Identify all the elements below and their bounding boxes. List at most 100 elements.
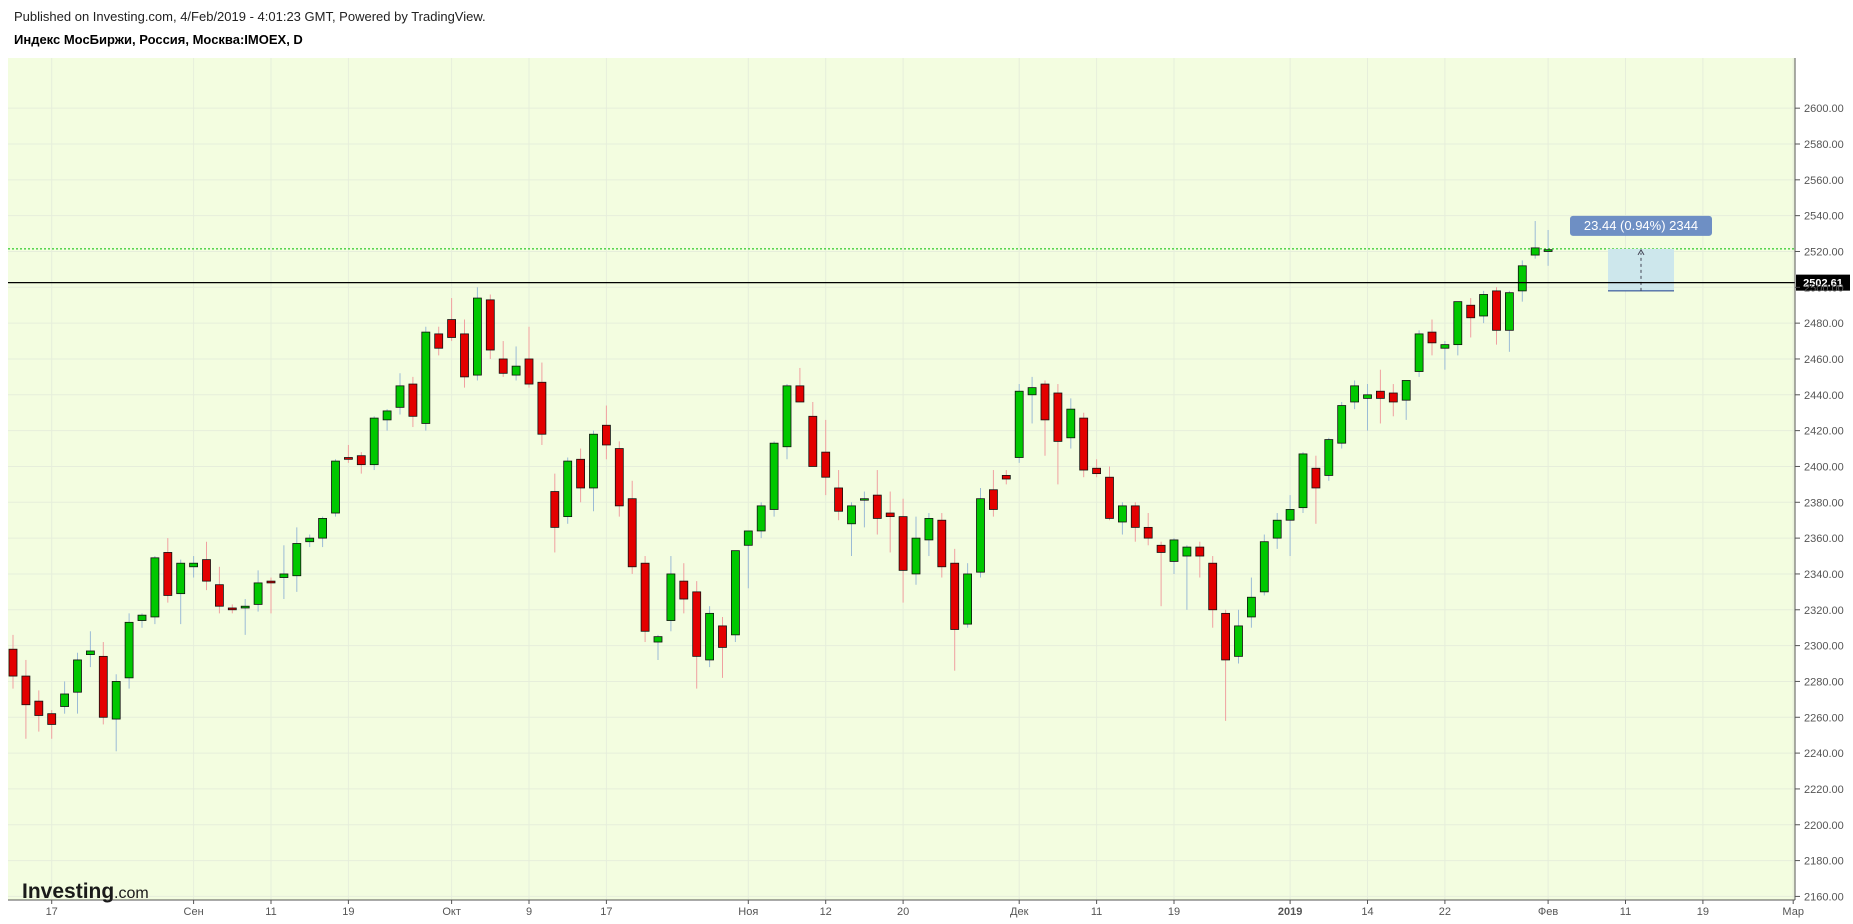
price-tick-label: 2480.00 (1804, 318, 1844, 330)
candle-down (614, 441, 624, 517)
candle-up (963, 563, 972, 628)
candle-up (563, 457, 573, 524)
time-tick-label: 11 (1620, 906, 1631, 918)
candle-body (227, 607, 237, 611)
candle-body (1388, 392, 1398, 403)
candle-body (963, 573, 972, 625)
candle-body (795, 385, 805, 403)
candle-body (369, 417, 379, 466)
candle-down (1079, 412, 1089, 478)
time-axis[interactable]: 17 Сен 11 19 Окт 9 17 Ноя 12 20 Дек 11 19 2019 14 22 Фев… (8, 899, 1804, 918)
price-tick-label: 2360.00 (1804, 533, 1844, 545)
candle-body (718, 625, 727, 648)
measure-label: 23.44 (0.94%) 2344 (1584, 218, 1698, 233)
candle-body (834, 487, 843, 512)
price-tick-label: 2500.00 (1804, 282, 1844, 294)
candle-down (627, 480, 637, 574)
candle-down (1105, 466, 1114, 521)
candle-down (937, 513, 947, 578)
candle-body (111, 681, 121, 720)
candle-body (614, 448, 624, 507)
candle-down (821, 419, 831, 496)
candle-body (666, 573, 676, 621)
candle-down (1376, 369, 1385, 424)
candle-up (1517, 260, 1527, 302)
time-tick-label: Окт (442, 906, 461, 918)
price-axis[interactable]: 2160.00 2180.00 2200.00 2220.00 2240.00 2260.… (1794, 58, 1844, 903)
candle-down (692, 581, 702, 689)
candle-body (124, 621, 134, 679)
candle-body (1363, 394, 1372, 399)
candle-up (1259, 534, 1269, 596)
candle-down (1388, 384, 1398, 417)
candle-up (189, 556, 199, 578)
candle-body (331, 460, 340, 514)
candle-down (576, 448, 585, 503)
price-tick-label: 2260.00 (1804, 712, 1844, 724)
candle-body (1027, 387, 1037, 396)
candle-body (950, 562, 960, 630)
candle-body (731, 550, 740, 636)
candle-down (343, 444, 353, 463)
candle-body (1143, 526, 1153, 539)
candle-down (1156, 541, 1166, 607)
candle-up (331, 459, 340, 517)
candle-up (911, 516, 921, 585)
candle-body (589, 433, 598, 489)
candle-body (1285, 509, 1295, 521)
candle-body (98, 655, 108, 718)
candle-body (692, 591, 702, 657)
price-tick-label: 2200.00 (1804, 820, 1844, 832)
candle-body (911, 537, 921, 575)
candle-body (653, 636, 663, 643)
time-tick-label: Фев (1538, 906, 1558, 918)
candle-body (1247, 596, 1256, 618)
candle-up (756, 502, 766, 539)
price-tick-label: 2220.00 (1804, 784, 1844, 796)
candle-up (1453, 301, 1463, 356)
candle-body (1195, 546, 1205, 557)
candle-body (640, 562, 650, 632)
candle-up (731, 550, 740, 643)
logo-suffix: .com (114, 885, 149, 902)
candle-body (176, 562, 186, 595)
candle-body (1105, 476, 1114, 519)
candle-body (898, 516, 908, 571)
candle-body (8, 648, 18, 677)
candle-body (627, 498, 637, 568)
price-tick-label: 2160.00 (1804, 891, 1844, 903)
price-tick-label: 2440.00 (1804, 390, 1844, 402)
candle-down (1092, 459, 1101, 478)
candle-up (1298, 452, 1308, 514)
candle-up (1363, 384, 1372, 431)
candle-body (408, 383, 418, 417)
candle-body (343, 457, 353, 460)
candle-body (266, 580, 276, 584)
candle-body (21, 675, 31, 706)
time-tick-label: 9 (526, 906, 532, 918)
time-tick-label: 11 (1091, 906, 1102, 918)
candle-body (1221, 612, 1230, 661)
candle-down (214, 566, 224, 614)
candle-up (782, 384, 792, 460)
candle-up (73, 652, 82, 714)
candle-up (1285, 495, 1295, 557)
time-tick-label: 2019 (1278, 906, 1302, 918)
candle-up (1014, 384, 1024, 463)
candle-up (847, 502, 856, 557)
candle-body (1040, 383, 1050, 421)
candle-body (924, 518, 934, 541)
plot-area (8, 58, 1795, 900)
time-tick-label: 19 (1697, 906, 1709, 918)
candle-up (1505, 290, 1514, 352)
candle-up (253, 570, 263, 612)
candle-up (305, 534, 315, 548)
last-price-label: 2502.61 (1803, 278, 1843, 290)
candle-down (1492, 287, 1501, 345)
candle-body (460, 333, 469, 378)
candle-down (21, 659, 31, 739)
price-tick-label: 2380.00 (1804, 497, 1844, 509)
candle-body (576, 458, 585, 489)
price-tick-label: 2280.00 (1804, 676, 1844, 688)
